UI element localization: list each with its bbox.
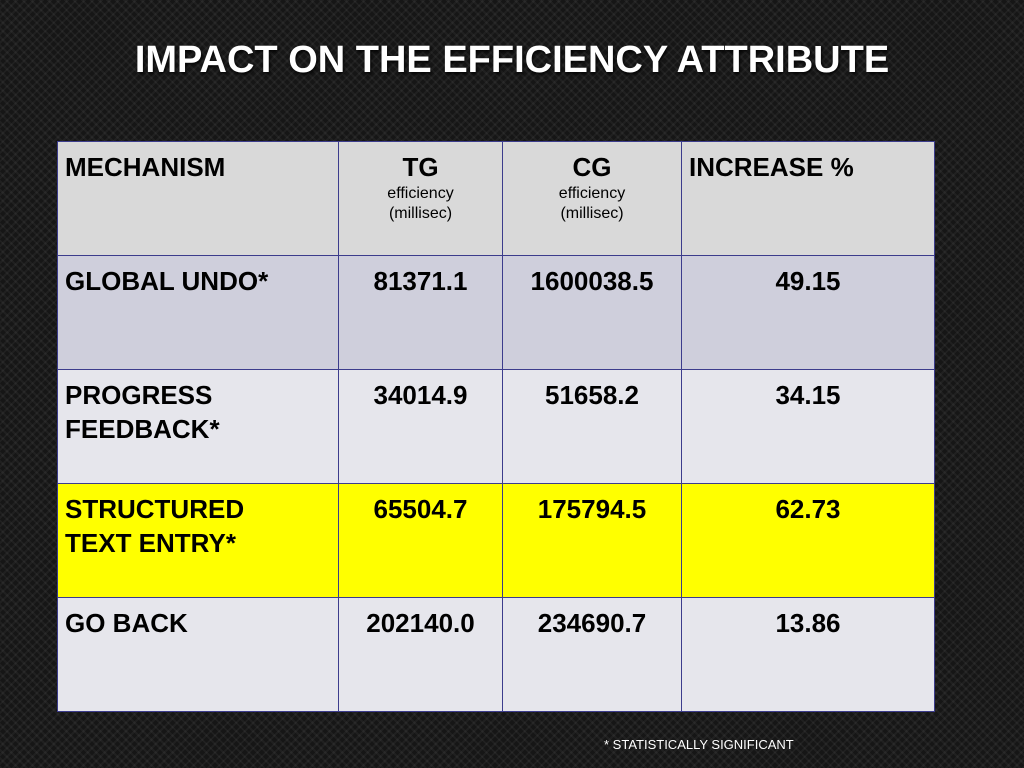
- table-row-progress-feedback: PROGRESS FEEDBACK* 34014.9 51658.2 34.15: [57, 369, 935, 484]
- mechanism-line-1: PROGRESS: [65, 380, 213, 410]
- cell-mechanism: GLOBAL UNDO*: [57, 255, 339, 370]
- cell-increase: 13.86: [681, 597, 935, 712]
- mechanism-line-1: GO BACK: [65, 608, 188, 638]
- header-mechanism-label: MECHANISM: [65, 152, 226, 182]
- header-increase-label: INCREASE %: [689, 152, 854, 182]
- cell-increase: 49.15: [681, 255, 935, 370]
- header-cg: CG efficiency (millisec): [502, 141, 682, 256]
- cell-tg: 34014.9: [338, 369, 503, 484]
- header-tg-sub-2: (millisec): [388, 205, 453, 222]
- mechanism-line-2: TEXT ENTRY*: [65, 528, 236, 558]
- table-row-global-undo: GLOBAL UNDO* 81371.1 1600038.5 49.15: [57, 255, 935, 370]
- cell-tg: 65504.7: [338, 483, 503, 598]
- cell-cg: 234690.7: [502, 597, 682, 712]
- cell-mechanism: STRUCTURED TEXT ENTRY*: [57, 483, 339, 598]
- cell-tg: 81371.1: [338, 255, 503, 370]
- header-mechanism: MECHANISM: [57, 141, 339, 256]
- cell-increase: 62.73: [681, 483, 935, 598]
- cell-cg: 1600038.5: [502, 255, 682, 370]
- table-header-row: MECHANISM TG efficiency (millisec) CG ef…: [57, 141, 935, 256]
- mechanism-line-2: FEEDBACK*: [65, 414, 220, 444]
- cell-cg: 175794.5: [502, 483, 682, 598]
- header-tg-sub-1: efficiency: [387, 185, 454, 202]
- footnote: * STATISTICALLY SIGNIFICANT: [604, 737, 794, 752]
- header-cg-sub-2: (millisec): [560, 205, 624, 222]
- header-tg-label: TG: [402, 152, 439, 182]
- cell-tg: 202140.0: [338, 597, 503, 712]
- cell-increase: 34.15: [681, 369, 935, 484]
- mechanism-line-1: STRUCTURED: [65, 494, 245, 524]
- header-increase: INCREASE %: [681, 141, 935, 256]
- efficiency-table: MECHANISM TG efficiency (millisec) CG ef…: [57, 141, 935, 712]
- cell-cg: 51658.2: [502, 369, 682, 484]
- cell-mechanism: GO BACK: [57, 597, 339, 712]
- header-cg-label: CG: [572, 152, 612, 182]
- cell-mechanism: PROGRESS FEEDBACK*: [57, 369, 339, 484]
- header-cg-sub-1: efficiency: [558, 185, 626, 202]
- slide-title: IMPACT ON THE EFFICIENCY ATTRIBUTE: [134, 39, 890, 81]
- table-row-structured-text-entry: STRUCTURED TEXT ENTRY* 65504.7 175794.5 …: [57, 483, 935, 598]
- table-row-go-back: GO BACK 202140.0 234690.7 13.86: [57, 597, 935, 712]
- header-tg: TG efficiency (millisec): [338, 141, 503, 256]
- mechanism-line-1: GLOBAL UNDO*: [65, 266, 269, 296]
